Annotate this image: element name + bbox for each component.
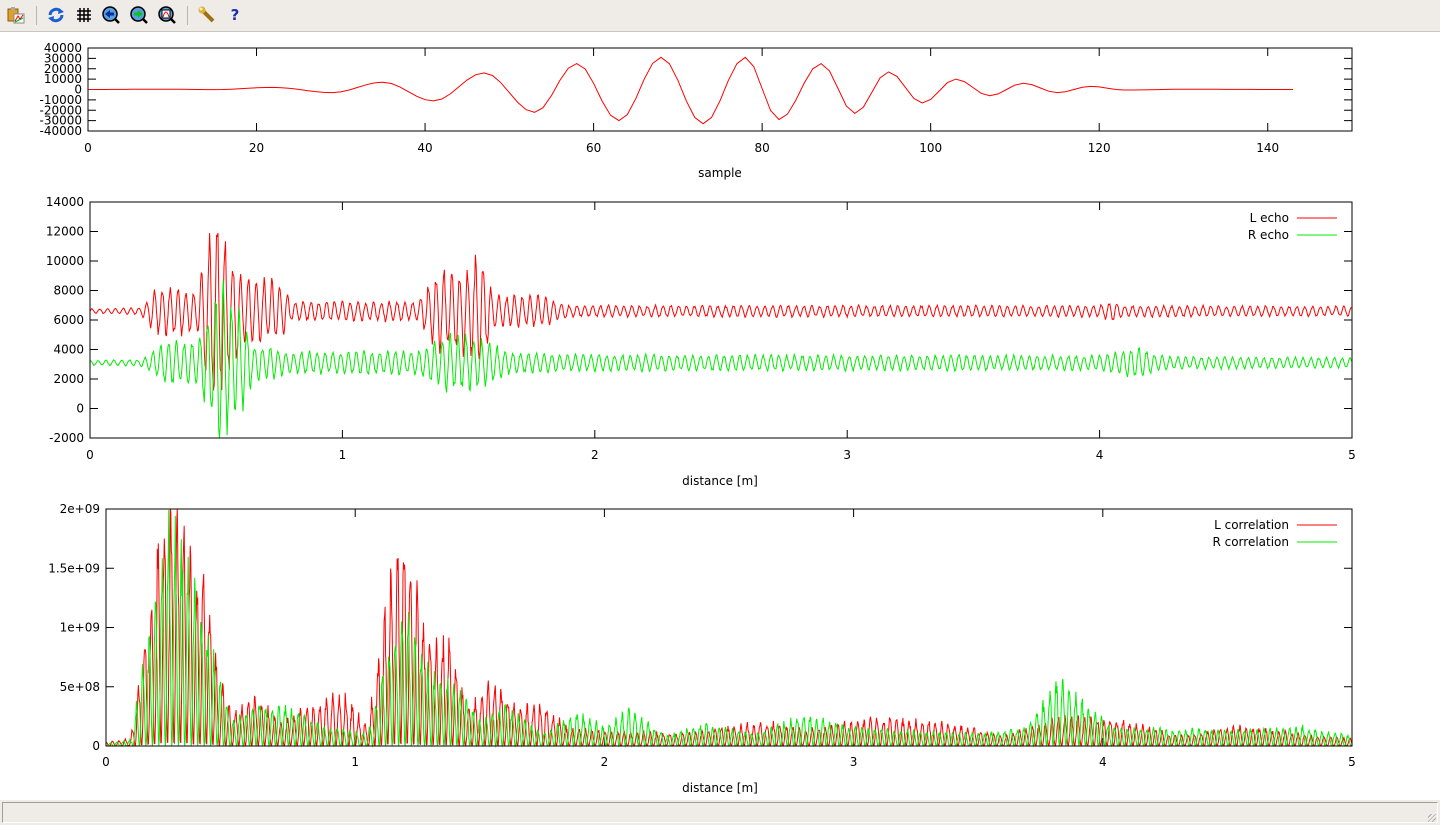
series-line-r-echo — [89, 279, 1352, 439]
chart-1: -40000-30000-20000-100000100002000030000… — [39, 41, 1353, 180]
series-line-l-echo — [89, 232, 1352, 391]
x-tick-label: 40 — [417, 141, 432, 155]
autoscale-icon[interactable] — [157, 5, 177, 25]
x-tick-label: 4 — [1099, 755, 1107, 769]
legend-label: L correlation — [1214, 518, 1289, 532]
status-bar — [0, 800, 1440, 825]
y-tick-label: 0 — [74, 83, 82, 97]
series-line-l-correlation — [105, 508, 1353, 747]
copy-to-clipboard-icon[interactable] — [6, 5, 26, 25]
legend-label: R correlation — [1212, 535, 1289, 549]
x-tick-label: 100 — [919, 141, 942, 155]
x-tick-label: 3 — [843, 448, 851, 462]
toolbar-separator — [187, 6, 188, 25]
x-tick-label: 0 — [102, 755, 110, 769]
y-tick-label: 20000 — [44, 62, 82, 76]
y-tick-label: 1.5e+09 — [48, 561, 100, 575]
x-tick-label: 5 — [1348, 755, 1356, 769]
plot-frame — [89, 201, 1353, 439]
y-tick-label: 5e+08 — [60, 680, 100, 694]
series-line-r-correlation — [105, 509, 1353, 748]
y-tick-label: 2000 — [53, 372, 84, 386]
y-tick-label: 2e+09 — [60, 502, 100, 516]
x-tick-label: 140 — [1256, 141, 1279, 155]
y-tick-label: 0 — [76, 402, 84, 416]
zoom-next-icon[interactable] — [129, 5, 149, 25]
y-tick-label: -40000 — [39, 124, 82, 138]
x-tick-label: 4 — [1096, 448, 1104, 462]
chart-3: 0 5e+08 1e+09 1.5e+09 2e+09 0 1 2 3 4 5 distance [m… — [48, 502, 1356, 795]
x-tick-label: 3 — [850, 755, 858, 769]
toolbar: ? — [0, 0, 1440, 32]
x-tick-label: 1 — [351, 755, 359, 769]
plot-frame — [87, 47, 1353, 132]
resize-grip[interactable] — [1428, 814, 1436, 822]
y-tick-label: 10000 — [46, 254, 84, 268]
y-tick-label: 12000 — [46, 225, 84, 239]
y-tick-label: 10000 — [44, 72, 82, 86]
x-tick-label: 20 — [249, 141, 264, 155]
plot-area: -40000-30000-20000-100000100002000030000… — [39, 41, 1356, 795]
x-tick-label: 60 — [586, 141, 601, 155]
series-line-signal — [88, 56, 1293, 125]
y-tick-label: 40000 — [44, 41, 82, 55]
plot-frame — [105, 508, 1353, 747]
y-tick-label: -30000 — [39, 114, 82, 128]
x-axis-label: distance [m] — [682, 474, 758, 488]
status-text-field — [2, 802, 1438, 823]
grid-icon[interactable] — [74, 5, 94, 25]
y-tick-label: 1e+09 — [60, 621, 100, 635]
replot-icon[interactable] — [46, 5, 66, 25]
y-tick-label: -2000 — [49, 431, 84, 445]
y-tick-label: -20000 — [39, 103, 82, 117]
x-tick-label: 0 — [84, 141, 92, 155]
x-axis-label: distance [m] — [682, 781, 758, 795]
legend-label: R echo — [1248, 228, 1289, 242]
x-tick-label: 1 — [339, 448, 347, 462]
y-tick-label: 8000 — [53, 284, 84, 298]
x-tick-label: 0 — [86, 448, 94, 462]
x-axis-label: sample — [698, 166, 742, 180]
legend-label: L echo — [1250, 211, 1289, 225]
x-tick-label: 2 — [591, 448, 599, 462]
x-tick-label: 2 — [601, 755, 609, 769]
y-tick-label: 6000 — [53, 313, 84, 327]
x-tick-label: 5 — [1348, 448, 1356, 462]
y-tick-label: -10000 — [39, 93, 82, 107]
y-tick-label: 14000 — [46, 195, 84, 209]
y-tick-label: 0 — [92, 739, 100, 753]
settings-wrench-icon[interactable] — [197, 5, 217, 25]
y-tick-label: 30000 — [44, 51, 82, 65]
zoom-previous-icon[interactable] — [101, 5, 121, 25]
y-tick-label: 4000 — [53, 343, 84, 357]
toolbar-separator — [36, 6, 37, 25]
help-icon[interactable]: ? — [230, 6, 240, 24]
x-tick-label: 120 — [1088, 141, 1111, 155]
x-tick-label: 80 — [754, 141, 769, 155]
